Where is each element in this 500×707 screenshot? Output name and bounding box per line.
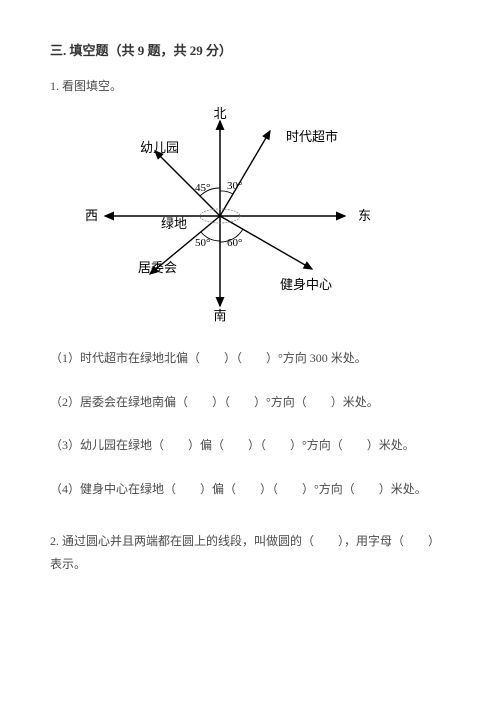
label-kindergarten: 幼儿园	[140, 140, 179, 155]
q1-sub-2: （2）居委会在绿地南偏（ ）（ ）°方向（ ）米处。	[50, 392, 450, 414]
page: 三. 填空题（共 9 题，共 29 分） 1. 看图填空。	[0, 0, 500, 606]
label-south: 南	[213, 308, 226, 323]
label-center: 绿地	[161, 216, 187, 231]
angle-30: 30°	[227, 180, 242, 192]
compass-diagram: 北 南 东 西 绿地 时代超市 幼儿园 居委会 健身中心 30° 45° 50°…	[80, 106, 380, 326]
q1-sub-1: （1）时代超市在绿地北偏（ ）（ ）°方向 300 米处。	[50, 348, 450, 370]
label-east: 东	[358, 208, 371, 223]
angle-45: 45°	[195, 182, 210, 194]
angle-50: 50°	[195, 237, 210, 249]
label-gym: 健身中心	[280, 277, 332, 292]
ray-supermarket	[220, 131, 270, 216]
label-committee: 居委会	[138, 260, 177, 275]
label-north: 北	[213, 106, 226, 121]
angle-60: 60°	[227, 237, 242, 249]
label-west: 西	[85, 208, 98, 223]
q1-intro: 1. 看图填空。	[50, 77, 450, 94]
label-supermarket: 时代超市	[286, 129, 338, 144]
diagram-svg: 北 南 东 西 绿地 时代超市 幼儿园 居委会 健身中心 30° 45° 50°…	[80, 106, 380, 326]
q1-sub-4: （4）健身中心在绿地（ ）偏（ ）（ ）°方向（ ）米处。	[50, 479, 450, 501]
section-title: 三. 填空题（共 9 题，共 29 分）	[50, 40, 450, 59]
q1-sub-3: （3）幼儿园在绿地（ ）偏（ ）（ ）°方向（ ）米处。	[50, 435, 450, 457]
q2-text: 2. 通过圆心并且两端都在圆上的线段，叫做圆的（ ），用字母（ ）表示。	[50, 530, 450, 576]
